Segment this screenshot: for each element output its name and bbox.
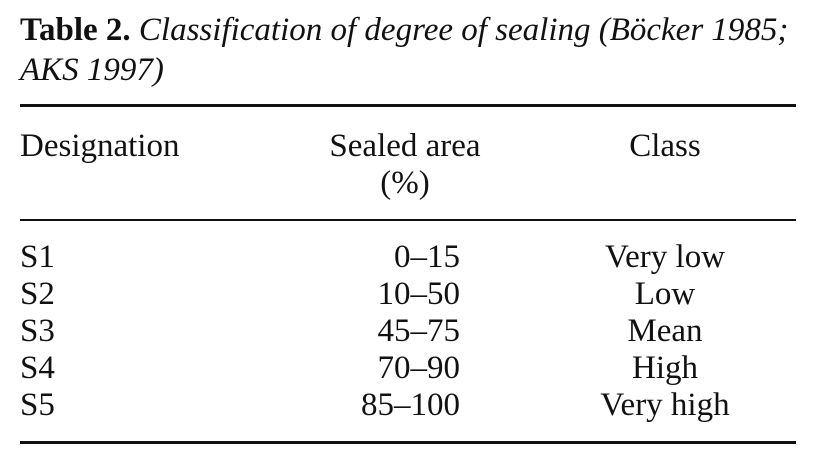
header-sealed-area: Sealed area (%) xyxy=(300,128,510,202)
cell-designation: S2 xyxy=(20,276,55,312)
cell-sealed-area: 10–50 xyxy=(377,276,461,312)
cell-class: Very high xyxy=(600,387,730,423)
table-title: Classification of degree of sealing (Böc… xyxy=(20,12,789,88)
table-label: Table 2. xyxy=(20,12,131,48)
cell-sealed-area: 45–75 xyxy=(377,313,461,349)
cell-sealed-area: 85–100 xyxy=(361,387,460,423)
header-class: Class xyxy=(629,128,701,164)
cell-class: High xyxy=(632,350,698,386)
cell-designation: S3 xyxy=(20,313,55,349)
header-rule xyxy=(20,219,796,221)
cell-class: Very low xyxy=(604,239,726,275)
bottom-rule xyxy=(20,441,796,444)
cell-sealed-area: 70–90 xyxy=(377,350,461,386)
top-rule xyxy=(20,104,796,107)
cell-designation: S5 xyxy=(20,387,55,423)
table-caption: Table 2. Classification of degree of sea… xyxy=(20,10,810,90)
header-sealed-area-line2: (%) xyxy=(380,165,430,201)
cell-class: Mean xyxy=(627,313,703,349)
cell-designation: S1 xyxy=(20,239,55,275)
cell-sealed-area: 0–15 xyxy=(394,239,460,275)
cell-class: Low xyxy=(634,276,696,312)
header-sealed-area-line1: Sealed area xyxy=(329,128,481,164)
header-designation: Designation xyxy=(20,128,180,164)
cell-designation: S4 xyxy=(20,350,55,386)
